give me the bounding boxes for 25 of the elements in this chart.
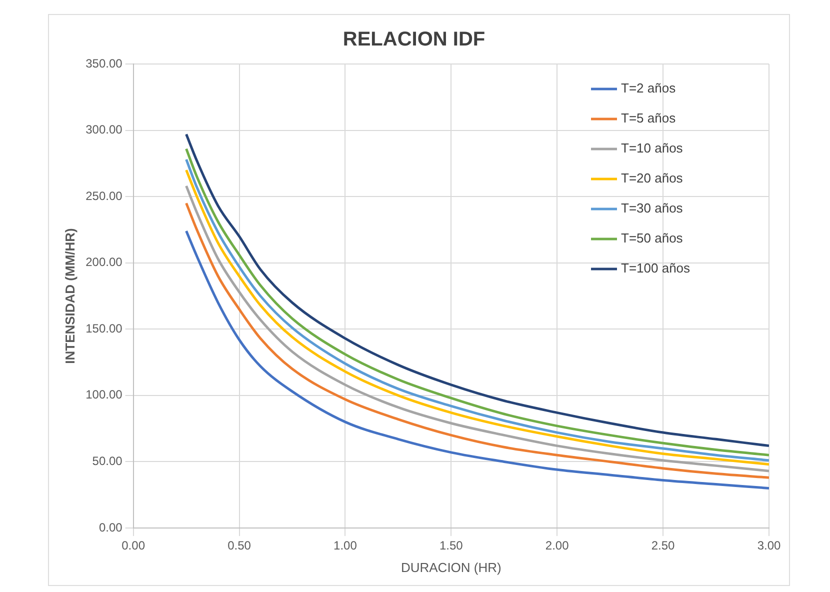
y-tick-label: 200.00 (86, 255, 123, 270)
x-tick-label: 1.00 (334, 538, 358, 553)
legend-label: T=30 años (621, 200, 684, 216)
x-tick-label: 0.50 (228, 538, 252, 553)
legend-label: T=5 años (621, 110, 676, 126)
legend-label: T=20 años (621, 170, 684, 186)
x-tick-label: 2.00 (545, 538, 570, 553)
y-tick-label: 0.00 (98, 520, 123, 534)
x-tick-label: 0.00 (122, 538, 146, 553)
chart-title: RELACION IDF (342, 28, 486, 51)
legend-label: T=10 años (621, 140, 684, 156)
y-tick-label: 50.00 (92, 454, 123, 468)
legend-label: T=2 años (621, 80, 676, 96)
y-tick-label: 100.00 (86, 388, 123, 402)
x-axis-title: DURACION (HR) (400, 560, 502, 575)
x-tick-label: 3.00 (757, 538, 781, 553)
y-tick-label: 150.00 (86, 321, 123, 336)
legend-label: T=50 años (621, 230, 684, 246)
y-tick-label: 300.00 (86, 122, 123, 137)
y-tick-label: 350.00 (86, 56, 123, 70)
y-tick-label: 250.00 (86, 188, 123, 203)
y-axis-title: INTENSIDAD (MM/HR) (62, 228, 78, 364)
x-tick-label: 1.50 (439, 538, 464, 553)
legend-label: T=100 años (621, 260, 691, 276)
x-tick-label: 2.50 (651, 538, 676, 553)
